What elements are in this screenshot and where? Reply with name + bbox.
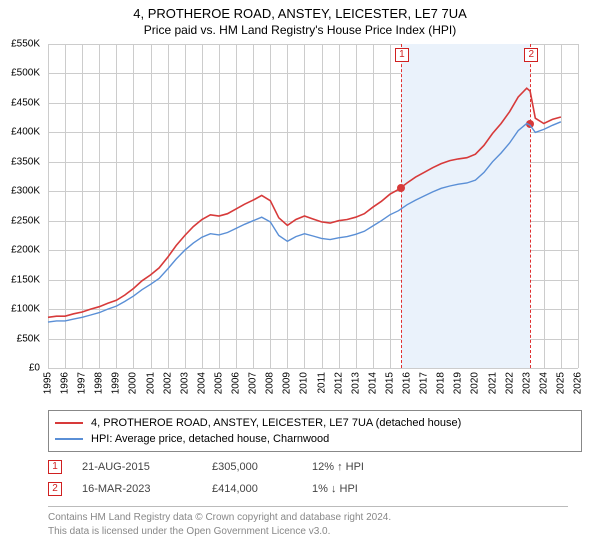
y-tick-label: £450K: [11, 97, 40, 108]
x-tick-label: 2000: [128, 372, 139, 394]
sales-list: 1 21-AUG-2015 £305,000 12% ↑ HPI 2 16-MAR-202…: [48, 456, 568, 500]
y-tick-label: £500K: [11, 68, 40, 79]
footer-line2: This data is licensed under the Open Gov…: [48, 525, 568, 539]
y-tick-label: £350K: [11, 156, 40, 167]
legend-item: HPI: Average price, detached house, Char…: [55, 431, 575, 447]
chart-plot-area: 12: [48, 44, 578, 368]
y-tick-label: £100K: [11, 304, 40, 315]
x-tick-label: 1999: [111, 372, 122, 394]
x-tick-label: 2014: [367, 372, 378, 394]
x-tick-label: 2019: [453, 372, 464, 394]
footer-attribution: Contains HM Land Registry data © Crown c…: [48, 506, 568, 538]
legend-swatch: [55, 438, 83, 440]
x-tick-label: 2026: [573, 372, 584, 394]
sale-row-tag: 1: [48, 460, 62, 474]
sale-row-price: £414,000: [212, 483, 292, 495]
x-tick-label: 2006: [231, 372, 242, 394]
y-tick-label: £0: [29, 363, 40, 374]
x-tick-label: 2001: [145, 372, 156, 394]
x-tick-label: 2013: [350, 372, 361, 394]
x-tick-label: 2024: [538, 372, 549, 394]
x-tick-label: 2012: [333, 372, 344, 394]
x-tick-label: 2010: [299, 372, 310, 394]
x-tick-label: 2020: [470, 372, 481, 394]
x-tick-label: 2015: [384, 372, 395, 394]
x-tick-label: 2005: [213, 372, 224, 394]
x-tick-label: 2021: [487, 372, 498, 394]
legend-item: 4, PROTHEROE ROAD, ANSTEY, LEICESTER, LE…: [55, 415, 575, 431]
x-tick-label: 1996: [60, 372, 71, 394]
x-tick-label: 1995: [43, 372, 54, 394]
x-tick-label: 2003: [179, 372, 190, 394]
chart-title-address: 4, PROTHEROE ROAD, ANSTEY, LEICESTER, LE…: [0, 6, 600, 21]
y-tick-label: £250K: [11, 215, 40, 226]
x-tick-label: 2007: [248, 372, 259, 394]
legend: 4, PROTHEROE ROAD, ANSTEY, LEICESTER, LE…: [48, 410, 582, 452]
chart-title-sub: Price paid vs. HM Land Registry's House …: [0, 23, 600, 37]
y-tick-label: £300K: [11, 186, 40, 197]
legend-swatch: [55, 422, 83, 424]
sale-row: 2 16-MAR-2023 £414,000 1% ↓ HPI: [48, 478, 568, 500]
gridline-h: [48, 368, 578, 369]
title-block: 4, PROTHEROE ROAD, ANSTEY, LEICESTER, LE…: [0, 0, 600, 37]
series-line: [48, 122, 561, 322]
x-tick-label: 1998: [94, 372, 105, 394]
x-tick-label: 2002: [162, 372, 173, 394]
x-tick-label: 2018: [436, 372, 447, 394]
sale-row: 1 21-AUG-2015 £305,000 12% ↑ HPI: [48, 456, 568, 478]
gridline-v: [578, 44, 579, 368]
x-tick-label: 2008: [265, 372, 276, 394]
sale-row-delta: 1% ↓ HPI: [312, 483, 402, 495]
x-tick-label: 2025: [555, 372, 566, 394]
y-tick-label: £150K: [11, 274, 40, 285]
y-tick-label: £400K: [11, 127, 40, 138]
legend-label: HPI: Average price, detached house, Char…: [91, 433, 329, 445]
x-tick-label: 2009: [282, 372, 293, 394]
x-tick-label: 2022: [504, 372, 515, 394]
x-tick-label: 2017: [419, 372, 430, 394]
x-tick-label: 2011: [316, 372, 327, 394]
y-tick-label: £550K: [11, 39, 40, 50]
sale-row-delta: 12% ↑ HPI: [312, 461, 402, 473]
x-tick-label: 1997: [77, 372, 88, 394]
y-tick-label: £200K: [11, 245, 40, 256]
sale-row-tag: 2: [48, 482, 62, 496]
sale-row-date: 16-MAR-2023: [82, 483, 192, 495]
y-tick-label: £50K: [17, 333, 40, 344]
x-tick-label: 2023: [521, 372, 532, 394]
x-tick-label: 2004: [196, 372, 207, 394]
footer-line1: Contains HM Land Registry data © Crown c…: [48, 511, 568, 525]
x-axis-labels: 1995199619971998199920002001200220032004…: [48, 370, 578, 410]
series-lines: [48, 44, 578, 368]
legend-label: 4, PROTHEROE ROAD, ANSTEY, LEICESTER, LE…: [91, 417, 461, 429]
x-tick-label: 2016: [402, 372, 413, 394]
sale-row-price: £305,000: [212, 461, 292, 473]
sale-row-date: 21-AUG-2015: [82, 461, 192, 473]
series-line: [48, 88, 561, 317]
y-axis-labels: £0£50K£100K£150K£200K£250K£300K£350K£400…: [0, 44, 44, 368]
